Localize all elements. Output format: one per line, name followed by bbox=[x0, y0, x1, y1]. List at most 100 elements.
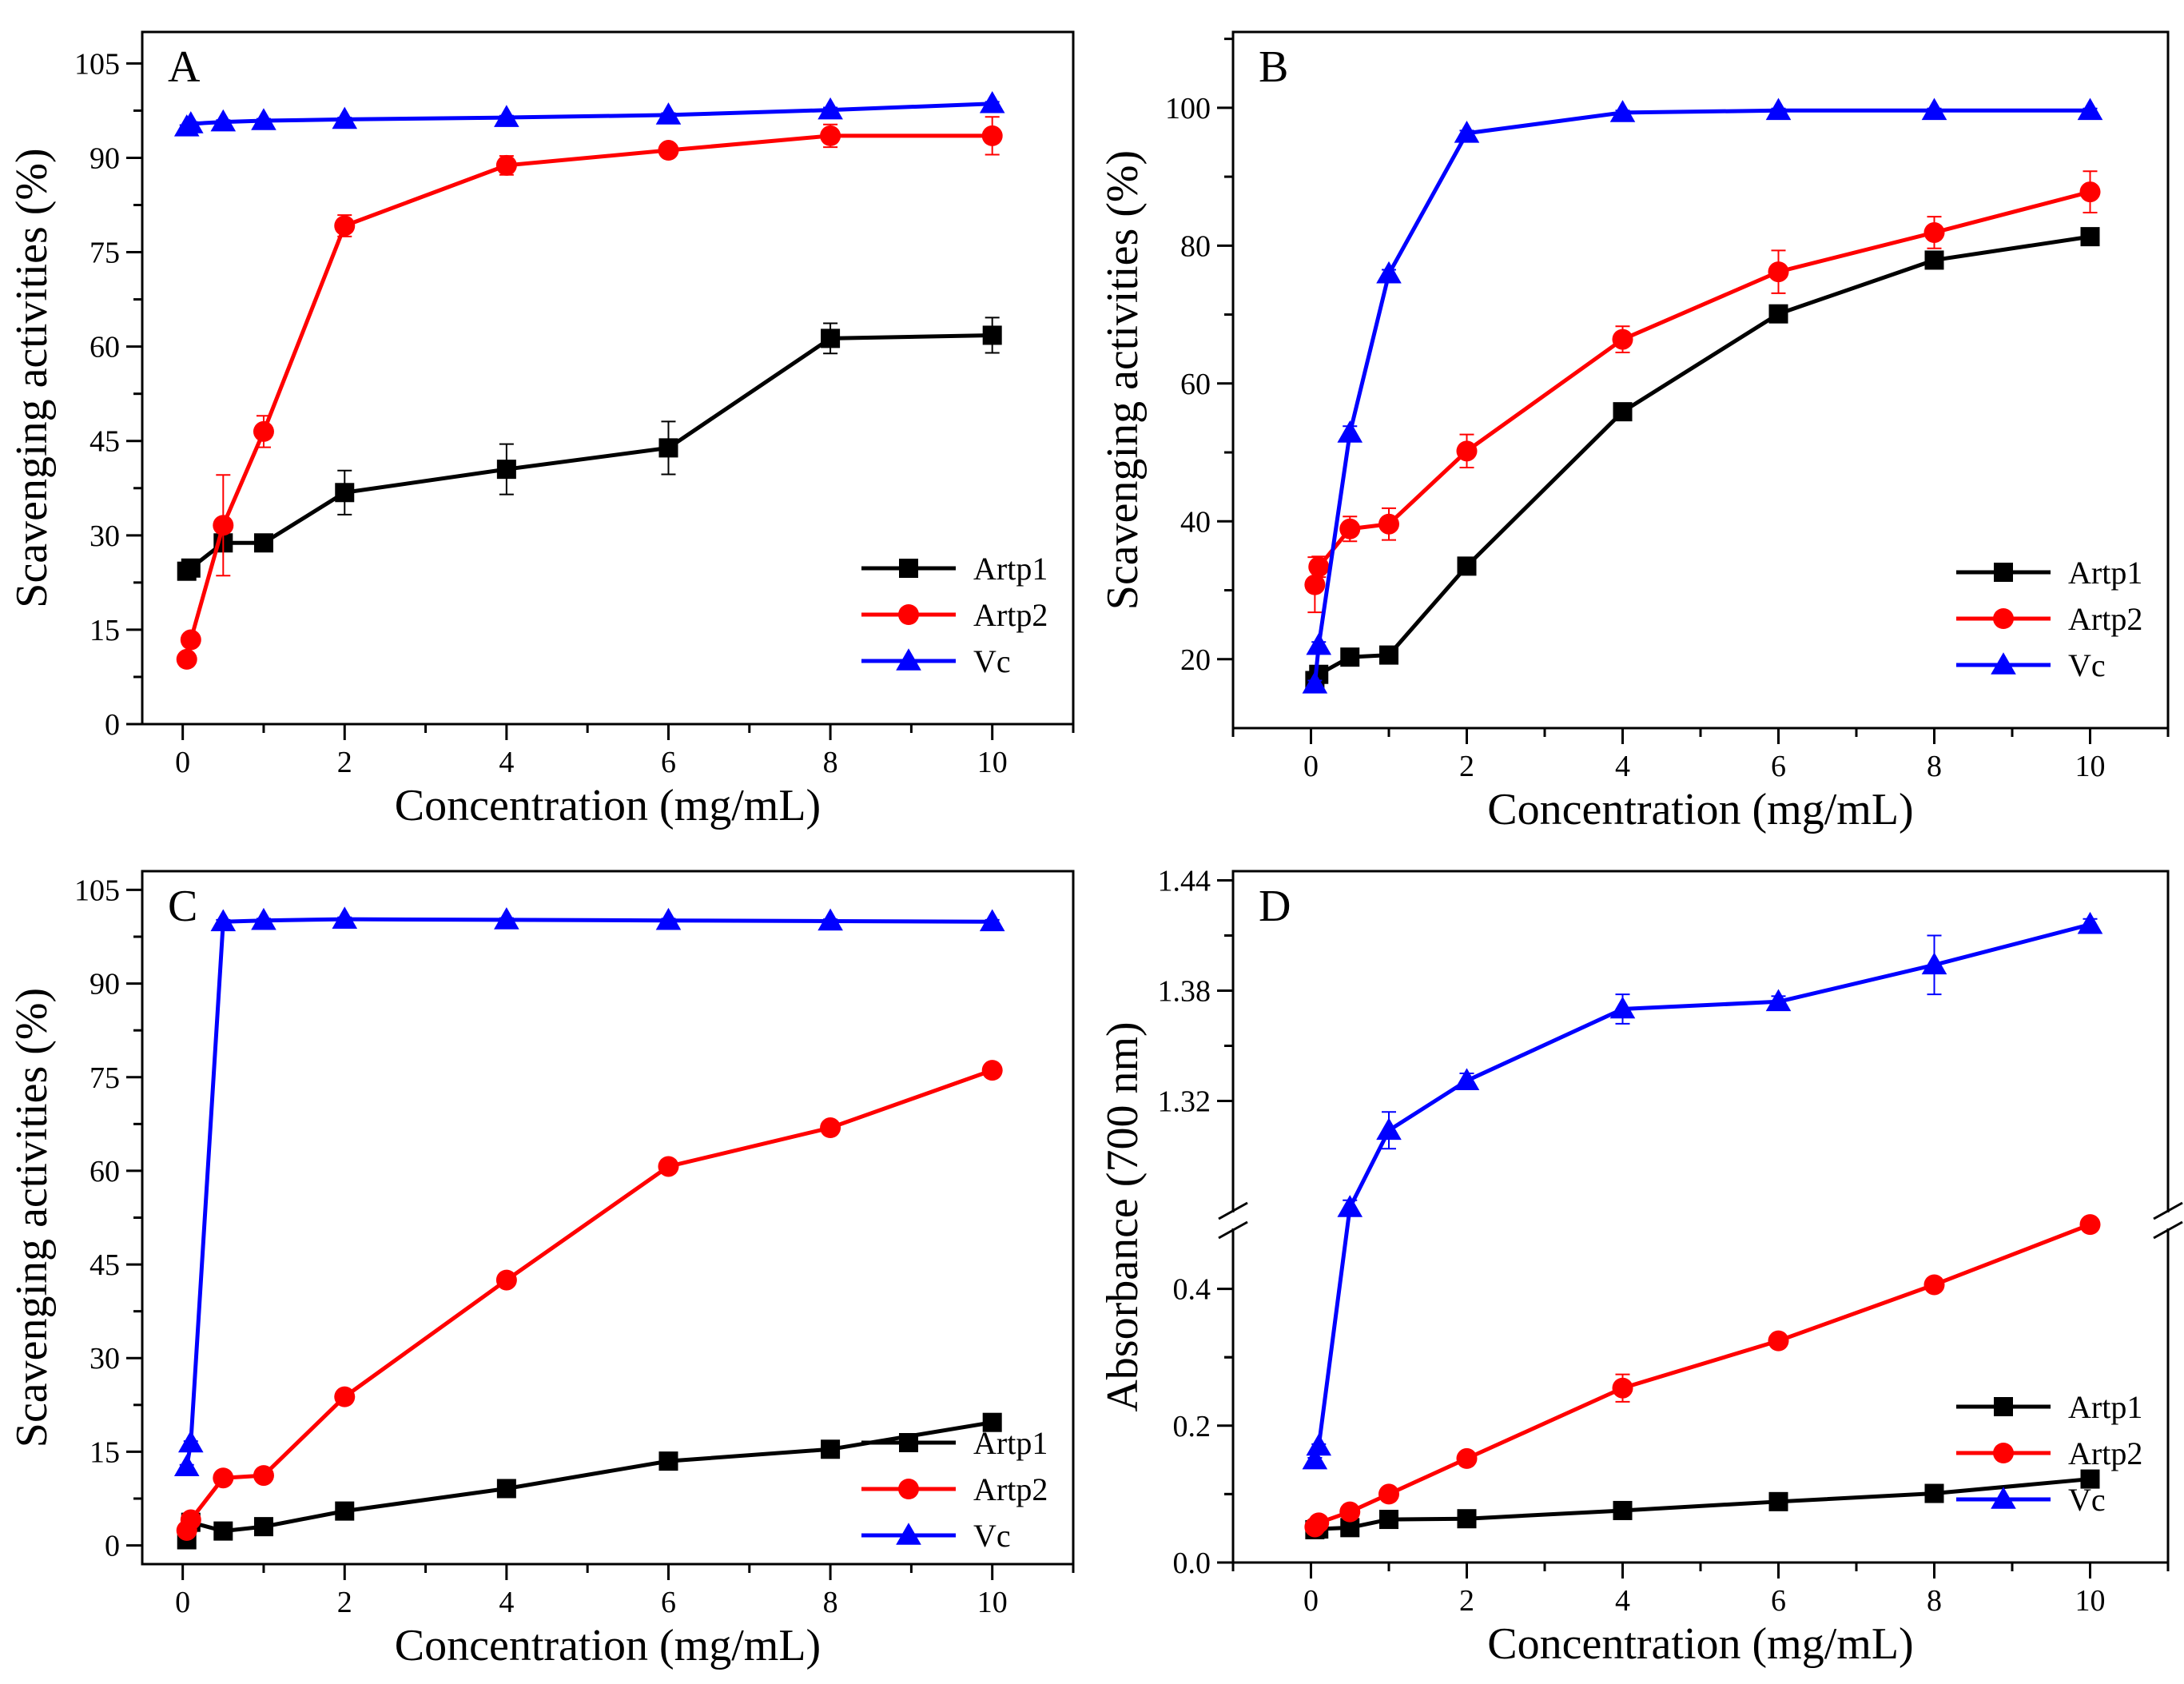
data-point bbox=[1379, 1510, 1398, 1530]
x-tick-label: 2 bbox=[337, 746, 352, 779]
data-point bbox=[253, 533, 273, 553]
data-point bbox=[1768, 1330, 1789, 1352]
y-tick-label: 40 bbox=[1180, 505, 1211, 539]
data-point bbox=[1379, 645, 1398, 665]
data-point bbox=[177, 111, 204, 133]
x-tick-label: 8 bbox=[1927, 1584, 1942, 1618]
data-point bbox=[1612, 328, 1633, 350]
data-point bbox=[1765, 98, 1792, 121]
x-tick-label: 6 bbox=[1771, 1584, 1786, 1618]
data-point bbox=[1768, 304, 1788, 324]
data-point bbox=[1456, 440, 1478, 462]
series-vc bbox=[1302, 911, 2103, 1470]
x-axis-label: Concentration (mg/mL) bbox=[1487, 1619, 1913, 1669]
y-tick-label: 45 bbox=[90, 425, 120, 459]
data-point bbox=[1306, 1433, 1332, 1456]
legend-marker bbox=[898, 1479, 919, 1499]
panel-letter: D bbox=[1259, 882, 1291, 931]
data-point bbox=[1337, 1195, 1363, 1217]
data-point bbox=[1609, 100, 1636, 122]
legend: Artp1 Artp2 Vc bbox=[861, 551, 1048, 679]
data-point bbox=[1308, 1512, 1330, 1534]
data-point bbox=[210, 109, 237, 132]
data-point bbox=[1924, 1483, 1944, 1503]
data-point bbox=[176, 648, 197, 670]
y-tick-label: 60 bbox=[90, 1155, 120, 1188]
series-vc bbox=[173, 90, 1005, 137]
x-tick-label: 0 bbox=[1303, 1584, 1319, 1618]
x-tick-label: 10 bbox=[2075, 1584, 2106, 1618]
series-line bbox=[185, 1420, 993, 1541]
data-point bbox=[1340, 647, 1360, 667]
data-point bbox=[1378, 1483, 1399, 1505]
data-point bbox=[494, 907, 519, 930]
y-axis-label: Scavenging activities (%) bbox=[7, 988, 57, 1447]
legend-marker bbox=[896, 648, 921, 671]
data-point bbox=[1337, 420, 1363, 443]
panel-c: 0 2 4 6 8 10 0 15 30 45 60 75 90 105 Concentration (mg… bbox=[7, 870, 1075, 1670]
legend-marker bbox=[1994, 563, 2013, 582]
data-point bbox=[213, 1467, 234, 1489]
y-tick-label: 90 bbox=[90, 141, 120, 175]
data-point bbox=[1302, 1447, 1328, 1470]
data-point bbox=[655, 907, 682, 930]
data-point bbox=[1376, 1117, 1402, 1141]
legend-marker bbox=[898, 604, 919, 625]
data-point bbox=[1613, 402, 1633, 422]
data-point bbox=[1454, 1068, 1480, 1090]
data-point bbox=[251, 108, 276, 130]
plot-frame bbox=[1231, 30, 2170, 730]
legend-label: Artp1 bbox=[973, 1425, 1048, 1461]
x-tick-label: 4 bbox=[1615, 1584, 1630, 1618]
y-tick-label: 0.2 bbox=[1173, 1410, 1211, 1443]
data-point bbox=[2080, 1469, 2100, 1489]
data-point bbox=[334, 1386, 356, 1407]
series-artp2 bbox=[176, 116, 1003, 670]
data-point bbox=[1768, 1491, 1788, 1511]
legend-label: Artp2 bbox=[2068, 1435, 2142, 1471]
series-artp1 bbox=[177, 1412, 1002, 1550]
legend-marker bbox=[1993, 1443, 2014, 1463]
y-tick-label: 60 bbox=[1180, 368, 1211, 401]
data-point bbox=[495, 154, 517, 176]
data-point bbox=[1765, 989, 1792, 1012]
y-tick-label: 105 bbox=[74, 874, 120, 907]
data-point bbox=[253, 420, 274, 442]
axis-break-slash bbox=[2153, 1201, 2183, 1220]
panel-b: 0 2 4 6 8 10 20 40 60 80 100 Concentration (mg/mL) S… bbox=[1098, 30, 2170, 834]
legend-label: Artp2 bbox=[973, 597, 1048, 633]
data-point bbox=[251, 907, 276, 930]
data-point bbox=[1457, 556, 1477, 576]
legend-label: Vc bbox=[2068, 1482, 2106, 1518]
y-tick-label: 80 bbox=[1180, 229, 1211, 263]
data-point bbox=[818, 97, 843, 120]
legend: Artp1 Artp2 Vc bbox=[861, 1425, 1048, 1554]
data-point bbox=[1456, 1447, 1478, 1469]
data-point bbox=[981, 1060, 1003, 1081]
data-point bbox=[1376, 261, 1402, 284]
data-point bbox=[1923, 221, 1945, 243]
y-axis-label: Absorbance (700 nm) bbox=[1098, 1021, 1148, 1411]
data-point bbox=[173, 1454, 200, 1476]
data-point bbox=[2077, 911, 2103, 934]
data-point bbox=[2077, 98, 2103, 121]
legend-marker bbox=[1994, 1397, 2013, 1416]
y-tick-label: 30 bbox=[90, 1342, 120, 1375]
data-point bbox=[658, 1156, 679, 1177]
panel-d: 0 2 4 6 8 10 0.0 0.2 0.4 1.32 1.38 1.44 Concentratio… bbox=[1098, 865, 2183, 1669]
y-tick-label: 1.32 bbox=[1158, 1085, 1211, 1119]
y-tick-label: 75 bbox=[90, 237, 120, 270]
x-tick-label: 8 bbox=[1927, 750, 1942, 783]
data-point bbox=[2079, 181, 2101, 203]
data-point bbox=[496, 460, 516, 480]
data-point bbox=[655, 102, 682, 125]
data-point bbox=[1457, 1509, 1477, 1529]
data-point bbox=[495, 1269, 517, 1291]
data-point bbox=[821, 328, 841, 348]
data-point bbox=[253, 1465, 274, 1487]
series-vc bbox=[173, 906, 1005, 1476]
series-line bbox=[1312, 922, 2091, 1461]
data-point bbox=[982, 325, 1002, 345]
x-tick-label: 10 bbox=[977, 1586, 1008, 1619]
series-vc bbox=[1302, 98, 2103, 694]
